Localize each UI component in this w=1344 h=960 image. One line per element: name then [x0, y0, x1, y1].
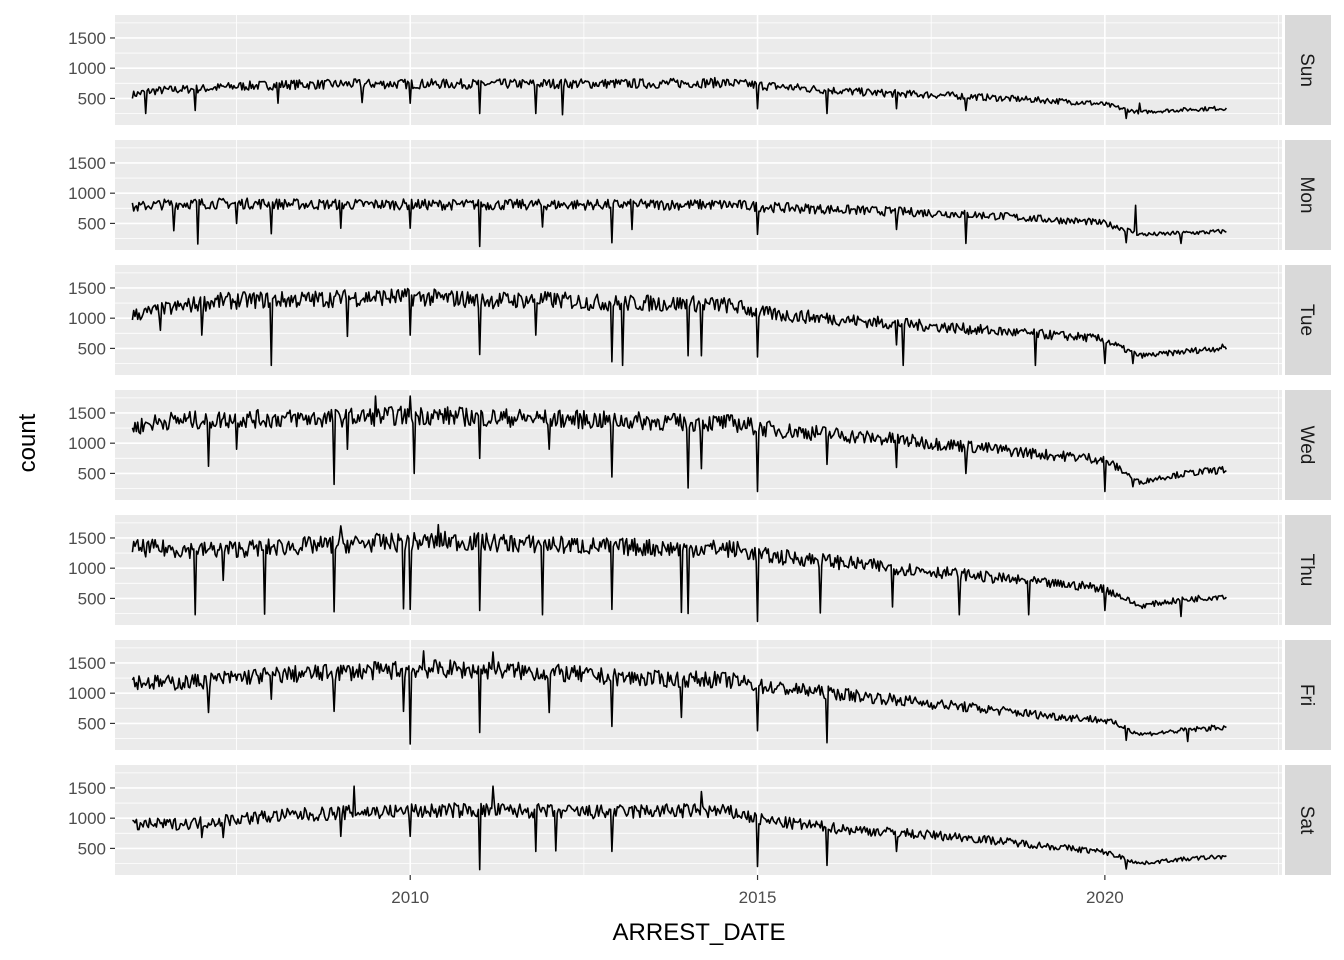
panel-background	[115, 15, 1282, 125]
series-line-sat	[132, 785, 1227, 871]
series-line-sun	[131, 76, 1228, 120]
x-axis: 2010 2015 2020	[391, 875, 1124, 907]
facet-strip-label: Fri	[1296, 684, 1317, 706]
facet-strip	[1285, 640, 1331, 750]
series-line-thu	[131, 523, 1227, 623]
y-tick-label: 1000	[68, 809, 106, 828]
facet-strip-label: Sun	[1296, 53, 1317, 87]
facet-panel-mon: 500 1000 1500 Mon	[68, 140, 1331, 250]
facet-strip-label: Thu	[1296, 554, 1317, 587]
facet-strip-label: Wed	[1296, 426, 1317, 465]
y-tick-label: 1500	[68, 654, 106, 673]
facet-panel-thu: 500 1000 1500 Thu	[68, 515, 1331, 625]
y-tick-label: 500	[78, 214, 106, 233]
facet-strip-label: Tue	[1296, 304, 1317, 336]
panel-background	[115, 265, 1282, 375]
y-tick-label: 1000	[68, 59, 106, 78]
y-tick-label: 500	[78, 714, 106, 733]
series-line-mon	[131, 197, 1227, 248]
y-tick-label: 1000	[68, 434, 106, 453]
series-line-wed	[131, 395, 1227, 493]
x-tick-label: 2015	[739, 888, 777, 907]
series-line-tue	[131, 287, 1228, 367]
panel-background	[115, 140, 1282, 250]
facet-panel-sat: 500 1000 1500 Sat	[68, 765, 1331, 875]
facet-panel-sun: 500 1000 1500 Sun	[68, 15, 1331, 125]
y-tick-label: 1000	[68, 559, 106, 578]
y-tick-label: 1500	[68, 29, 106, 48]
y-tick-label: 1500	[68, 154, 106, 173]
y-tick-label: 1500	[68, 404, 106, 423]
panel-background	[115, 515, 1282, 625]
panel-background	[115, 390, 1282, 500]
y-tick-label: 500	[78, 89, 106, 108]
facet-strip-label: Sat	[1296, 806, 1317, 835]
y-tick-label: 1000	[68, 309, 106, 328]
y-tick-label: 1500	[68, 529, 106, 548]
facet-strip	[1285, 15, 1331, 125]
y-tick-label: 500	[78, 464, 106, 483]
panel-background	[115, 765, 1282, 875]
facet-strip-label: Mon	[1296, 177, 1317, 214]
y-axis-title: count	[14, 413, 41, 472]
series-line-fri	[131, 650, 1227, 745]
y-tick-label: 500	[78, 839, 106, 858]
facet-strip	[1285, 515, 1331, 625]
facet-strip	[1285, 265, 1331, 375]
facet-strip	[1285, 765, 1331, 875]
y-tick-label: 1500	[68, 279, 106, 298]
x-axis-title: ARREST_DATE	[613, 919, 786, 946]
x-tick-label: 2020	[1086, 888, 1124, 907]
facet-strip	[1285, 140, 1331, 250]
panel-background	[115, 640, 1282, 750]
x-tick-label: 2010	[391, 888, 429, 907]
y-tick-label: 500	[78, 339, 106, 358]
y-tick-label: 1000	[68, 184, 106, 203]
facet-panels: 500 1000 1500 Sun 500 1000 1500 Mon 500 1000 1500 T…	[68, 15, 1331, 875]
y-tick-label: 1500	[68, 779, 106, 798]
facet-panel-tue: 500 1000 1500 Tue	[68, 265, 1331, 375]
facet-strip	[1285, 390, 1331, 500]
y-tick-label: 500	[78, 589, 106, 608]
y-tick-label: 1000	[68, 684, 106, 703]
facet-panel-fri: 500 1000 1500 Fri	[68, 640, 1331, 750]
facet-panel-wed: 500 1000 1500 Wed	[68, 390, 1331, 500]
